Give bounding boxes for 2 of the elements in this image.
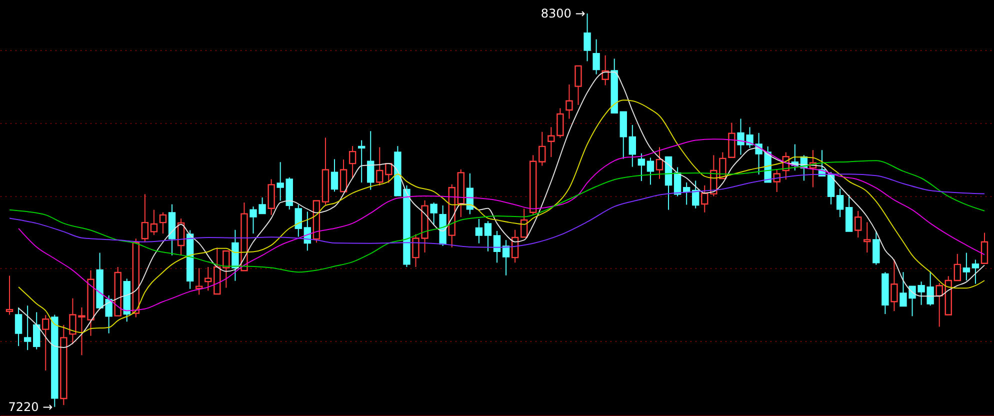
annotation: 7220 → (8, 400, 53, 414)
annotation: 8300 → (540, 6, 586, 20)
